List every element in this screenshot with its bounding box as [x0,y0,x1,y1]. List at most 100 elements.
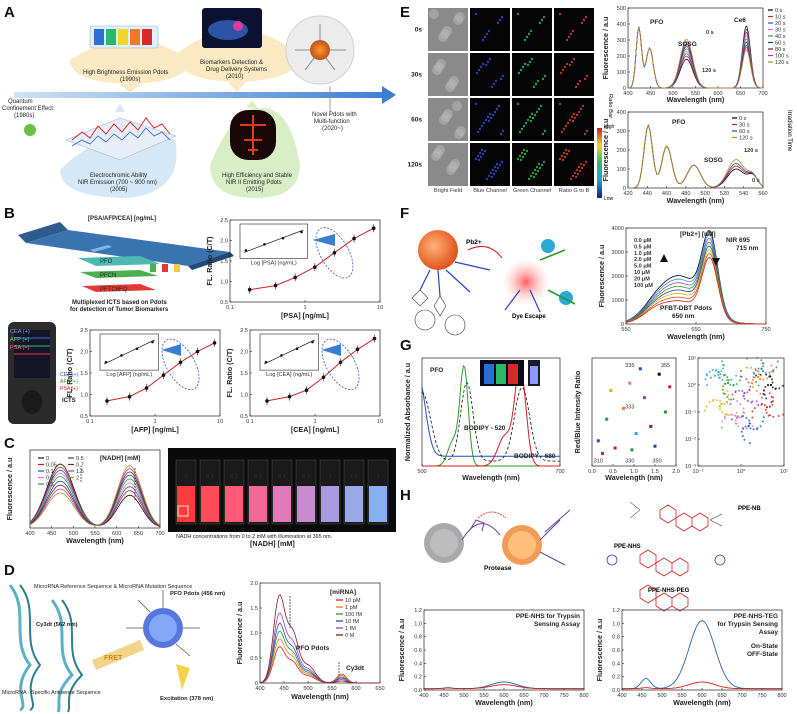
cluster-point [743,392,746,395]
legend-label: 10 fM [345,619,359,625]
cell-spot [573,116,577,120]
chart-title: PPE-NHS-TEG [734,613,778,620]
cluster-point [721,378,724,381]
cluster-point [768,373,771,376]
x-tick-label: 600 [697,693,706,699]
legend-label: 30 s [739,123,750,129]
y-tick-label: 0.0 [612,688,620,694]
legend-label: 10 μM [634,270,650,276]
cell-spot [516,157,520,161]
highlight-ellipse [161,338,200,391]
annot-nir2: 715 nm [736,245,759,252]
cell-image [428,143,468,186]
cell-spot [563,65,567,69]
cluster-point [760,403,763,406]
cell-spot [453,15,463,25]
panel-f: Pb2+ Dye Escape 550 650 750 0 1000 2000 3000 40… [411,226,771,341]
cell-spot [477,68,481,72]
chart-g-cluster: 10⁻¹ 10⁰ 10¹ 10⁻³ 10⁻² 10⁻¹ 10⁰ 10¹ [685,356,788,475]
cluster-point [725,413,728,416]
cluster-point [745,427,748,430]
x-tick-label: 650 [134,531,143,537]
cell-spot [489,171,493,175]
data-point [657,372,661,376]
cell-spot [583,77,587,81]
cluster-point [726,376,729,379]
legend-label: 40 s [775,34,786,40]
scatter-label: 355 [661,363,670,369]
strip-band-pfcn [80,270,158,278]
x-tick-label: 600 [499,693,508,699]
cluster-point [752,428,755,431]
cell-spot [486,115,490,119]
cell-spot [585,129,589,133]
legend-label: 120 s [775,60,789,66]
cluster-point [736,399,739,402]
cell-spot [567,149,571,153]
cell-spot [542,15,546,19]
cuvette-liquid [321,486,339,522]
chart-h-left: 400 450 500 550 600 650 700 750 800 0.0 0.2 0.4 0.6 0… [397,608,589,707]
x-tick-label: 550 [479,693,488,699]
cluster-point [746,399,749,402]
y-axis-label: Fluorescence / a.u [235,602,244,665]
cell-spot [562,151,566,155]
data-point [273,283,278,288]
x-tick-label: 600 [112,531,121,537]
x-axis-label: [PSA] [ng/mL] [281,311,329,320]
y-tick-label: 2.0 [80,350,88,356]
series-combined [421,382,560,462]
cell-image [512,143,552,186]
y-axis-label: Fluorescence / a.u [5,458,14,521]
col-label: Bright Field [434,188,462,194]
cell-spot [487,174,491,178]
data-point [105,399,109,403]
x-tick-label: 650 [691,327,700,333]
legend-label: 2 [76,476,79,482]
cell-spot [580,21,584,25]
cluster-point [711,399,714,402]
cluster-point [729,413,732,416]
cell-spot [486,60,490,64]
cluster-point [745,378,748,381]
data-point [304,388,309,393]
cluster-point [715,369,718,372]
y-tick-label: 1.2 [612,608,620,614]
cluster-point [745,366,748,369]
y-tick-label: 2.5 [80,328,88,334]
y-tick-label: 10⁻³ [685,464,696,470]
y-tick-label: 1.0 [612,621,620,627]
cluster-point [721,388,724,391]
cluster-point [737,389,740,392]
cluster-point [708,370,711,373]
cell-spot [521,155,525,159]
cluster-point [757,384,760,387]
blue-arrow-icon [161,344,181,356]
x-tick-label: 10 [377,419,383,425]
cell-spot [495,162,499,166]
annot-bodipy680: BODIPY - 680 [514,453,556,460]
cluster-point [770,364,773,367]
x-tick-label: 550 [90,531,99,537]
cluster-point [741,435,744,438]
cell-spot [525,35,529,39]
milestone-1990-year: (1990s) [120,77,140,83]
pdot-f-right [504,260,548,304]
cell-spot [485,32,489,36]
excitation-bolt-icon [176,664,190,690]
ref-seq-label: MicroRNA Reference Sequence & MicroRNA M… [34,584,192,590]
scatter-label: 350 [652,458,661,464]
legend-label: 0.05 [46,463,57,469]
y-tick-label: 400 [617,110,626,116]
x-tick-label: 650 [375,686,384,692]
cluster-point [782,413,785,416]
milestone-2020-year: (2020~) [322,126,343,132]
bubble-2015-tail [246,100,258,108]
cluster-point [751,400,754,403]
cluster-point [753,372,756,375]
cluster-point [719,405,722,408]
cluster-point [754,369,757,372]
row-label: 0s [415,27,423,34]
y-tick-label: 2.5 [240,328,248,334]
